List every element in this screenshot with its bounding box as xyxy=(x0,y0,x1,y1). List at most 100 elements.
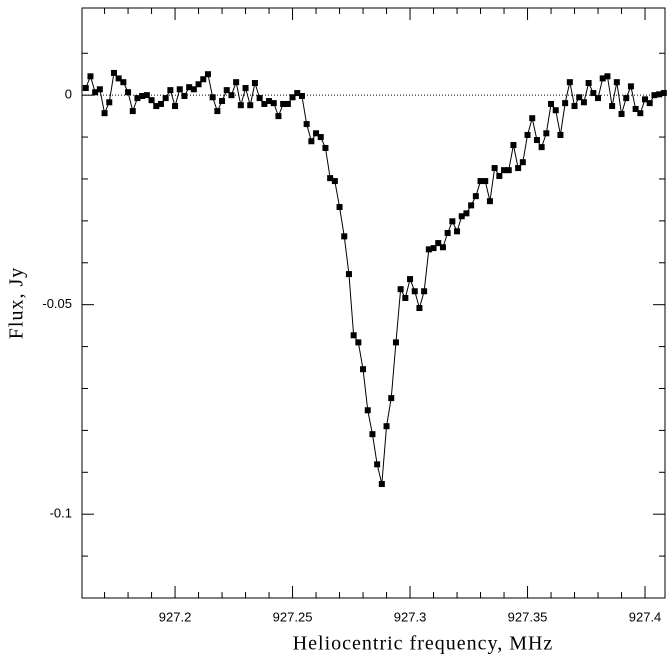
x-tick-label: 927.25 xyxy=(273,609,313,624)
data-point xyxy=(496,173,503,180)
data-point xyxy=(336,204,343,211)
data-point xyxy=(510,142,517,149)
data-point xyxy=(223,87,230,94)
data-point xyxy=(289,94,296,101)
data-point xyxy=(284,100,291,107)
data-point xyxy=(317,134,324,141)
data-point xyxy=(491,165,498,172)
data-point xyxy=(256,95,263,102)
data-point xyxy=(331,178,338,185)
data-point xyxy=(402,294,409,301)
y-tick-label: -0.1 xyxy=(50,506,72,521)
data-point xyxy=(449,218,456,225)
data-point xyxy=(646,100,653,107)
data-point xyxy=(580,99,587,106)
data-point xyxy=(430,245,437,252)
data-point xyxy=(157,100,164,107)
data-point xyxy=(533,136,540,143)
data-point xyxy=(632,105,639,112)
data-point xyxy=(181,92,188,99)
data-point xyxy=(143,92,150,99)
data-point xyxy=(200,76,207,83)
data-point xyxy=(378,481,385,488)
data-point xyxy=(129,108,136,115)
data-point xyxy=(190,86,197,93)
data-point xyxy=(172,103,179,110)
data-point xyxy=(247,102,254,109)
data-point xyxy=(411,288,418,295)
data-point xyxy=(139,92,146,99)
data-point xyxy=(571,103,578,110)
data-point xyxy=(397,286,404,293)
data-point xyxy=(468,202,475,209)
data-point xyxy=(360,366,367,373)
data-point xyxy=(96,86,103,93)
data-point xyxy=(350,332,357,339)
data-point xyxy=(195,81,202,88)
data-point xyxy=(388,395,395,402)
data-point xyxy=(524,131,531,138)
data-point xyxy=(454,228,461,235)
data-point xyxy=(294,90,301,97)
data-point xyxy=(82,85,89,92)
data-point xyxy=(660,90,667,97)
data-point xyxy=(529,115,536,122)
data-point xyxy=(219,98,226,105)
y-tick-label: -0.05 xyxy=(42,296,72,311)
data-line xyxy=(85,71,664,485)
data-point xyxy=(186,84,193,91)
data-point xyxy=(270,100,277,107)
data-point xyxy=(425,246,432,253)
plot-frame xyxy=(81,7,666,599)
data-point xyxy=(515,165,522,172)
data-point xyxy=(416,305,423,312)
data-point xyxy=(167,87,174,94)
data-point xyxy=(327,175,334,182)
data-point xyxy=(233,79,240,86)
data-point xyxy=(298,92,305,99)
data-point xyxy=(576,94,583,101)
data-point xyxy=(308,138,315,145)
data-point xyxy=(392,339,399,346)
data-point xyxy=(209,94,216,101)
y-tick-label: 0 xyxy=(65,87,72,102)
data-point xyxy=(548,100,555,107)
x-tick-label: 927.2 xyxy=(159,609,192,624)
data-point xyxy=(383,423,390,430)
x-axis-label: Heliocentric frequency, MHz xyxy=(293,633,554,655)
data-point xyxy=(566,79,573,86)
data-point xyxy=(134,95,141,102)
data-point xyxy=(242,85,249,92)
data-point xyxy=(120,79,127,86)
data-point xyxy=(543,130,550,137)
data-point xyxy=(435,240,442,247)
data-point xyxy=(106,99,113,106)
data-point xyxy=(585,80,592,87)
data-point xyxy=(369,431,376,438)
data-point xyxy=(562,100,569,107)
data-point xyxy=(627,83,634,90)
data-point xyxy=(101,110,108,117)
data-point xyxy=(444,230,451,237)
data-point xyxy=(280,100,287,107)
data-point xyxy=(92,89,99,96)
data-point xyxy=(595,95,602,102)
x-tick-label: 927.4 xyxy=(629,609,662,624)
data-point xyxy=(153,103,160,110)
data-point xyxy=(590,90,597,97)
x-tick-label: 927.35 xyxy=(508,609,548,624)
data-point xyxy=(176,86,183,93)
data-point xyxy=(228,92,235,99)
data-point xyxy=(623,95,630,102)
data-point xyxy=(355,339,362,346)
data-point xyxy=(651,92,658,99)
data-point xyxy=(237,102,244,109)
data-point xyxy=(322,144,329,151)
data-point xyxy=(637,110,644,117)
data-point xyxy=(458,213,465,220)
data-point xyxy=(538,144,545,151)
data-point xyxy=(374,461,381,468)
data-point xyxy=(609,103,616,110)
